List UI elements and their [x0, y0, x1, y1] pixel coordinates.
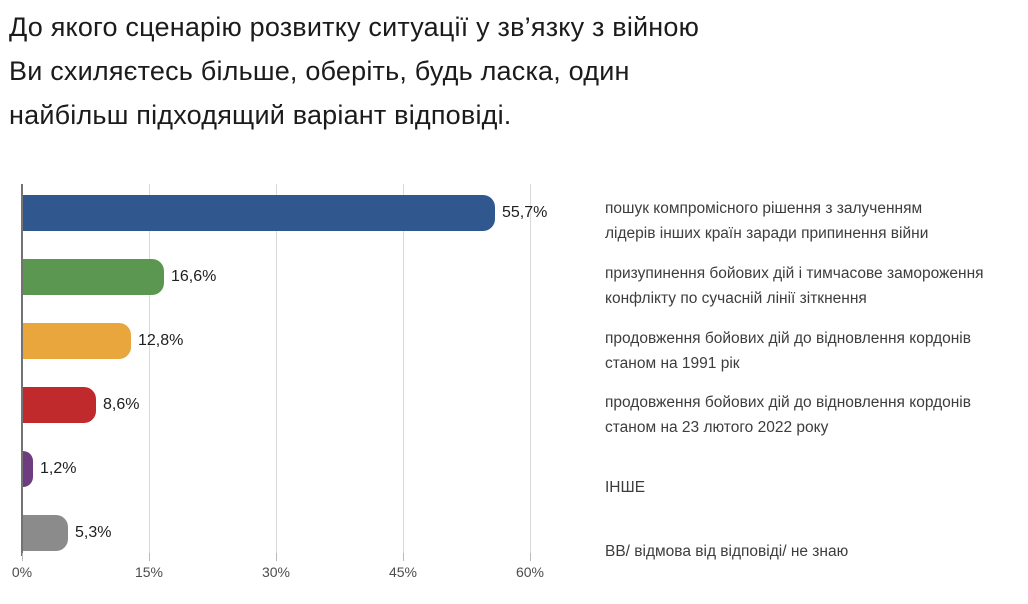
legend-item-4: продовження бойових дій до відновлення к… [605, 390, 1028, 440]
x-axis-tick-0% [22, 553, 23, 561]
bar-value-label-5: 1,2% [40, 460, 77, 477]
x-axis-label-60%: 60% [515, 564, 545, 580]
x-axis-label-15%: 15% [134, 564, 164, 580]
chart-title-line-2: Ви схиляєтесь більше, оберіть, будь ласк… [9, 56, 630, 86]
legend-item-3-line: станом на 1991 рік [605, 355, 740, 372]
x-axis-tick-15% [149, 553, 150, 561]
x-axis-tick-30% [276, 553, 277, 561]
bar-value-label-1: 55,7% [502, 204, 548, 221]
legend-item-4-line: станом на 23 лютого 2022 року [605, 419, 829, 436]
gridline-60% [530, 184, 531, 556]
chart-title: До якого сценарію розвитку ситуації у зв… [9, 5, 699, 137]
x-axis-label-45%: 45% [388, 564, 418, 580]
legend-item-2-line: конфлікту по сучасній лінії зіткнення [605, 290, 867, 307]
bar-value-label-3: 12,8% [138, 332, 184, 349]
x-axis-label-30%: 30% [261, 564, 291, 580]
chart-title-line-3: найбільш підходящий варіант відповіді. [9, 100, 512, 130]
legend-item-4-line: продовження бойових дій до відновлення к… [605, 394, 971, 411]
gridline-30% [276, 184, 277, 556]
x-axis-label-0%: 0% [11, 564, 33, 580]
legend-item-5-line: ІНШЕ [605, 479, 646, 496]
chart-legend: пошук компромісного рішення з залученням… [605, 0, 1028, 604]
gridline-45% [403, 184, 404, 556]
legend-item-1-line: лідерів інших країн заради припинення ві… [605, 225, 929, 242]
legend-item-2-line: призупинення бойових дій і тимчасове зам… [605, 265, 984, 282]
legend-item-2: призупинення бойових дій і тимчасове зам… [605, 261, 1028, 311]
gridline-15% [149, 184, 150, 556]
legend-item-3: продовження бойових дій до відновлення к… [605, 326, 1028, 376]
legend-item-1-line: пошук компромісного рішення з залученням [605, 200, 923, 217]
legend-item-3-line: продовження бойових дій до відновлення к… [605, 330, 971, 347]
bar-value-label-4: 8,6% [103, 396, 140, 413]
y-axis-line [21, 184, 23, 556]
bar-6 [23, 515, 68, 551]
chart-title-line-1: До якого сценарію розвитку ситуації у зв… [9, 12, 700, 42]
bar-2 [23, 259, 164, 295]
bar-5 [23, 451, 33, 487]
legend-item-6: ВВ/ відмова від відповіді/ не знаю [605, 539, 1028, 564]
bar-1 [23, 195, 495, 231]
legend-item-1: пошук компромісного рішення з залученням… [605, 196, 1028, 246]
legend-item-5: ІНШЕ [605, 475, 1028, 500]
legend-item-6-line: ВВ/ відмова від відповіді/ не знаю [605, 543, 849, 560]
bar-value-label-2: 16,6% [171, 268, 217, 285]
bar-3 [23, 323, 131, 359]
x-axis-tick-60% [530, 553, 531, 561]
x-axis-tick-45% [403, 553, 404, 561]
bar-4 [23, 387, 96, 423]
bar-value-label-6: 5,3% [75, 524, 112, 541]
